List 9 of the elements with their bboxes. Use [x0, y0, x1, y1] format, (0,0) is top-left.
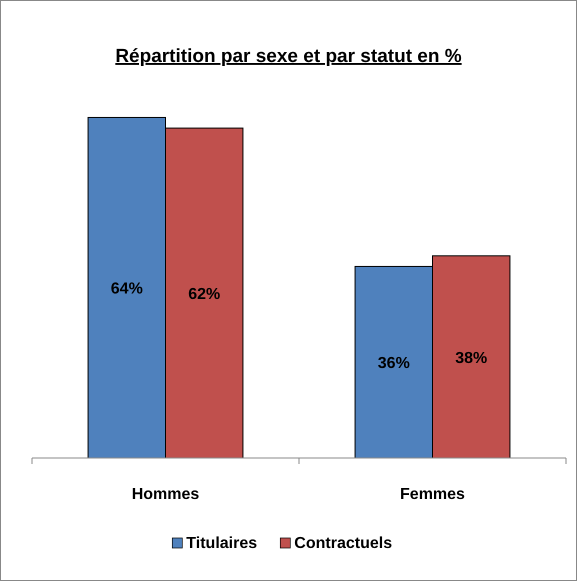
chart-title: Répartition par sexe et par statut en %	[115, 46, 462, 67]
legend-label: Contractuels	[294, 535, 392, 552]
data-label: 38%	[455, 350, 488, 367]
data-label: 62%	[188, 286, 220, 304]
data-label: 64%	[110, 280, 143, 298]
data-label: 36%	[378, 355, 410, 372]
x-tick-label: Hommes	[132, 486, 200, 503]
legend-label: Titulaires	[186, 535, 258, 552]
x-tick-label: Femmes	[400, 486, 466, 503]
